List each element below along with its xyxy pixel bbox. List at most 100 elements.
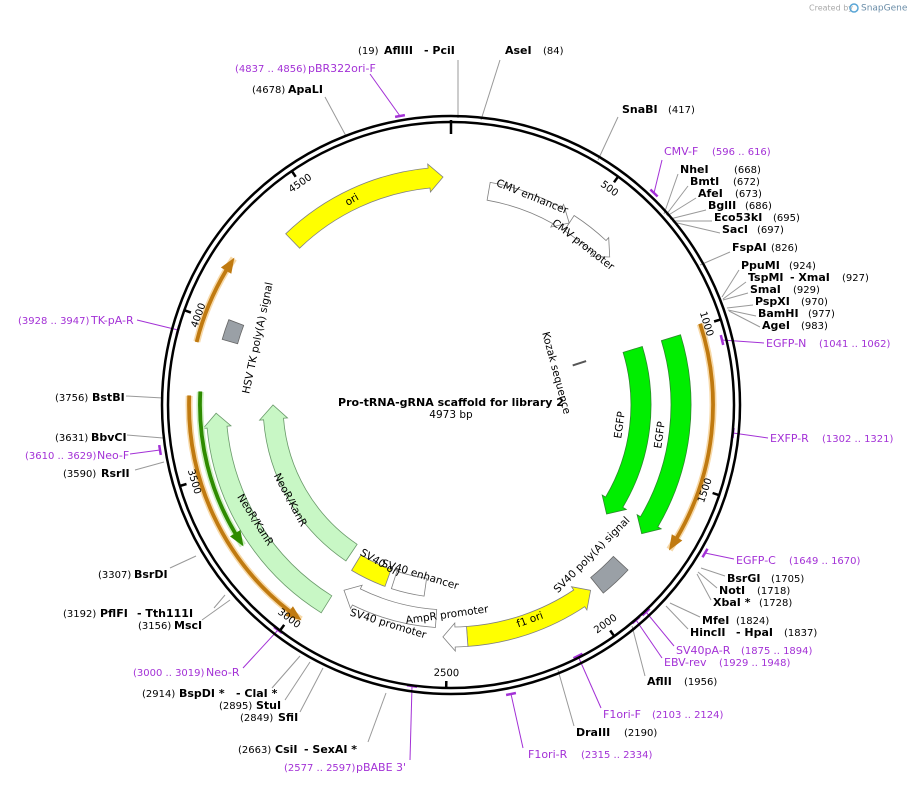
enzyme-site: (695) <box>773 213 800 224</box>
primer-line <box>129 449 161 455</box>
enzyme-name: Eco53kI <box>714 211 762 224</box>
ruler-tick <box>612 175 620 184</box>
enzyme-name: PflFI <box>100 607 128 620</box>
primer-line <box>704 552 735 560</box>
primer-range: (2577 .. 2597) <box>284 763 356 774</box>
enzyme-site: (977) <box>808 309 835 320</box>
feature-shape <box>343 584 438 628</box>
primer-bar <box>701 548 709 558</box>
enzyme-line <box>299 667 324 713</box>
enzyme-site: (927) <box>842 273 869 284</box>
enzyme-name: SfiI <box>278 711 298 724</box>
enzyme-name: - XmaI <box>790 271 830 284</box>
primer-name: TK-pA-R <box>90 314 134 327</box>
primer-name: EXFP-R <box>770 432 809 445</box>
primer-line <box>645 611 675 647</box>
primer-name: EBV-rev <box>664 656 707 669</box>
enzyme-line <box>665 605 689 630</box>
enzyme-site: (983) <box>801 321 828 332</box>
enzyme-name: BmtI <box>690 175 719 188</box>
ruler-tick <box>290 170 297 178</box>
primer-bar <box>641 607 651 617</box>
feature-shape <box>601 345 652 515</box>
enzyme-line <box>126 434 164 439</box>
primer-name: pBABE 3' <box>356 761 406 774</box>
primer-line <box>409 685 413 761</box>
enzyme-name: PspXI <box>755 295 790 308</box>
primer-range: (1041 .. 1062) <box>819 339 891 350</box>
primer-name: Neo-R <box>206 666 240 679</box>
enzyme-line <box>696 573 712 601</box>
enzyme-name: - SexAI * <box>304 743 357 756</box>
enzyme-site: (2663) <box>238 745 271 756</box>
enzyme-site: (2895) <box>219 701 252 712</box>
primer-bar <box>394 113 406 119</box>
primer-range: (596 .. 616) <box>712 147 771 158</box>
enzyme-site: (3307) <box>98 570 131 581</box>
feature-shape <box>636 334 692 535</box>
enzyme-name: RsrII <box>101 467 130 480</box>
enzyme-name: BamHI <box>758 307 799 320</box>
ruler-tick <box>179 482 187 488</box>
enzyme-line <box>480 59 501 121</box>
enzyme-site: (672) <box>733 177 760 188</box>
enzyme-line <box>284 661 311 701</box>
feature-shape <box>221 319 245 345</box>
enzyme-site: (826) <box>771 243 798 254</box>
enzyme-name: BsrDI <box>134 568 168 581</box>
enzyme-line <box>669 209 707 220</box>
enzyme-line <box>597 116 619 161</box>
feature-shape <box>187 395 302 621</box>
enzyme-site: (668) <box>734 165 761 176</box>
feature-shape <box>202 412 333 614</box>
enzyme-name: SacI <box>722 223 748 236</box>
enzyme-name: ApaLI <box>288 83 323 96</box>
enzyme-site: (924) <box>789 261 816 272</box>
feature-shape <box>442 621 469 653</box>
features <box>179 163 722 689</box>
enzyme-site: (417) <box>668 105 695 116</box>
primer-range: (1649 .. 1670) <box>789 556 861 567</box>
feature-shape <box>258 404 358 562</box>
size-value: 4973 <box>429 409 456 421</box>
backbone-outer <box>160 114 742 696</box>
feature-shape <box>285 163 444 249</box>
primer-bar <box>649 188 659 198</box>
enzyme-line <box>727 309 757 317</box>
enzyme-site: (19) <box>358 46 379 57</box>
feature-shape <box>590 555 629 594</box>
primer-name: EGFP-C <box>736 554 776 567</box>
enzyme-name: FspAI <box>732 241 767 254</box>
enzyme-site: (673) <box>735 189 762 200</box>
enzyme-site: (3756) <box>55 393 88 404</box>
primer-name: F1ori-R <box>528 748 568 761</box>
enzyme-line <box>631 625 646 677</box>
primer-name: Neo-F <box>97 449 129 462</box>
enzyme-line <box>672 221 721 234</box>
primer-range: (1875 .. 1894) <box>741 646 813 657</box>
enzyme-name: CsiI <box>275 743 297 756</box>
enzyme-line <box>666 197 697 217</box>
enzyme-site: (1728) <box>759 598 792 609</box>
enzyme-line <box>669 602 701 618</box>
feature-label: EGFP <box>612 411 628 440</box>
feature-shape <box>194 257 235 343</box>
enzyme-name: AgeI <box>762 319 790 332</box>
enzyme-site: (1837) <box>784 628 817 639</box>
enzyme-name: - Tth111I <box>137 607 193 620</box>
enzyme-line <box>721 269 740 298</box>
enzyme-name: BstBI <box>92 391 125 404</box>
size-unit: bp <box>459 409 473 421</box>
primer-bar <box>505 691 517 697</box>
ruler-tick <box>609 629 616 637</box>
enzyme-name: AflIII <box>384 44 413 57</box>
primer-range: (2103 .. 2124) <box>652 710 724 721</box>
enzyme-line <box>271 655 301 689</box>
enzyme-line <box>557 669 575 727</box>
enzyme-site: (84) <box>543 46 564 57</box>
enzyme-site: (1718) <box>757 586 790 597</box>
enzyme-site: (929) <box>793 285 820 296</box>
enzyme-site: (1824) <box>736 616 769 627</box>
enzyme-name: BbvCI <box>91 431 127 444</box>
primer-line <box>721 339 765 344</box>
